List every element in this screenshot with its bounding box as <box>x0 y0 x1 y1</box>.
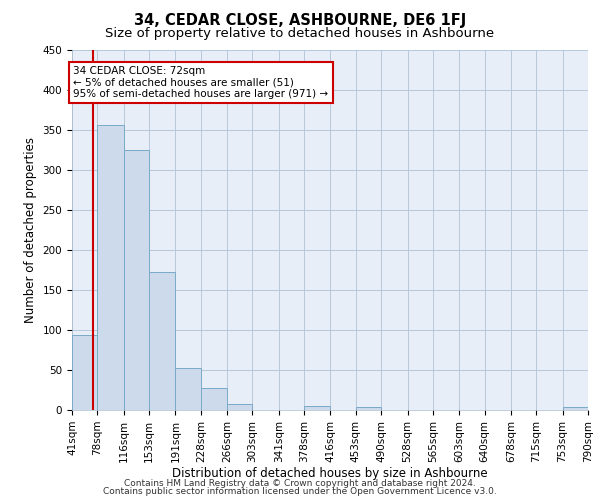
Bar <box>175 368 201 410</box>
Bar <box>356 407 382 410</box>
Y-axis label: Number of detached properties: Number of detached properties <box>24 137 37 323</box>
Text: 34, CEDAR CLOSE, ASHBOURNE, DE6 1FJ: 34, CEDAR CLOSE, ASHBOURNE, DE6 1FJ <box>134 12 466 28</box>
Text: Contains HM Land Registry data © Crown copyright and database right 2024.: Contains HM Land Registry data © Crown c… <box>124 478 476 488</box>
Bar <box>201 388 227 410</box>
Bar <box>124 150 149 410</box>
Bar <box>563 407 588 410</box>
Bar <box>97 125 124 410</box>
X-axis label: Distribution of detached houses by size in Ashbourne: Distribution of detached houses by size … <box>172 468 488 480</box>
Bar <box>72 335 97 410</box>
Bar <box>149 272 175 410</box>
Text: Contains public sector information licensed under the Open Government Licence v3: Contains public sector information licen… <box>103 487 497 496</box>
Bar <box>227 404 253 410</box>
Text: Size of property relative to detached houses in Ashbourne: Size of property relative to detached ho… <box>106 28 494 40</box>
Bar <box>304 406 331 410</box>
Text: 34 CEDAR CLOSE: 72sqm
← 5% of detached houses are smaller (51)
95% of semi-detac: 34 CEDAR CLOSE: 72sqm ← 5% of detached h… <box>73 66 329 99</box>
